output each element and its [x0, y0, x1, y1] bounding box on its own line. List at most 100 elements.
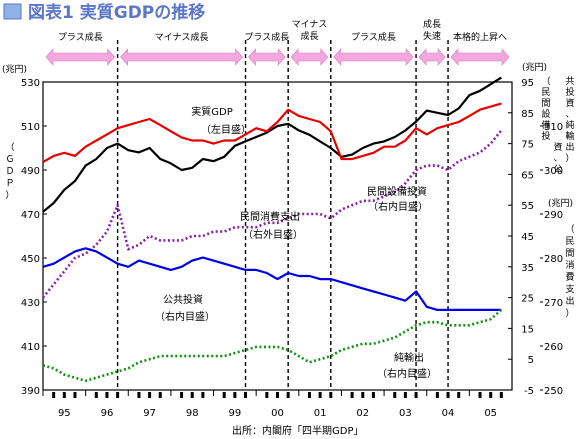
phase-arrow — [290, 48, 329, 66]
annotation-title: 純輸出 — [394, 351, 424, 364]
y-right-inner-label-char: 、 — [553, 154, 562, 164]
x-quarter-tick — [499, 392, 503, 398]
y-right-inner-tick-label: 5 — [528, 355, 534, 366]
x-tick-label: 05 — [484, 408, 497, 419]
y-right-inner-tick-label: 85 — [521, 109, 534, 120]
x-quarter-tick — [94, 392, 98, 398]
x-tick-label: 03 — [399, 408, 412, 419]
y-left-label: （ ＧＤＰ） — [5, 142, 14, 201]
y-right-inner-label-char: 投 — [565, 86, 574, 98]
y-right-outer-label-char: 民 — [565, 236, 574, 247]
chart-title-group: 図表1 実質GDPの推移 — [3, 2, 205, 23]
x-tick-label: 98 — [186, 408, 199, 419]
x-quarter-tick — [361, 392, 365, 398]
x-quarter-tick — [148, 392, 152, 398]
x-quarter-tick — [371, 392, 375, 398]
phase-arrow — [333, 48, 414, 66]
y-right-inner-label-char: 資 — [565, 97, 574, 109]
y-right-inner-unit: (兆円) — [522, 62, 547, 73]
source-note: 出所：内閣府「四半期GDP」 — [232, 424, 363, 437]
y-right-inner-tick-label: 55 — [521, 201, 534, 212]
x-quarter-tick — [478, 392, 482, 398]
series-line — [42, 76, 502, 213]
y-left-label-char: Ｇ — [5, 155, 14, 165]
x-quarter-tick — [457, 392, 461, 398]
phase-label: プラス成長 — [244, 31, 289, 43]
y-right-outer-label: （民間消費支出） — [565, 224, 574, 319]
y-right-inner-label-char: 間 — [541, 98, 550, 109]
y-left-label-char: Ｐ — [5, 179, 14, 189]
y-right-inner-tick-label: 45 — [521, 232, 534, 243]
y-right-outer-label-char: ） — [565, 308, 574, 319]
y-right-outer-tick-label: 300 — [544, 166, 563, 177]
phase-arrow — [45, 48, 116, 66]
x-quarter-tick — [158, 392, 162, 398]
x-quarter-tick — [435, 392, 439, 398]
y-right-inner-label-char: 資 — [553, 141, 562, 153]
y-right-inner-label-char: ） — [565, 153, 574, 164]
y-right-inner-tick-label: 75 — [521, 140, 534, 151]
y-left-label-char: Ｄ — [5, 167, 14, 177]
y-right-outer-tick-label: 280 — [544, 254, 563, 265]
x-tick-label: 02 — [356, 408, 369, 419]
y-left-tick-label: 490 — [21, 166, 40, 177]
annotations: 実質GDP （左目盛） 民間消費支出 （右外目盛） 民間設備投資 （右内目盛） 公共投資 （右… — [155, 105, 437, 380]
x-quarter-tick — [265, 392, 269, 398]
y-right-inner-label-char: 出 — [565, 141, 574, 153]
phase-label: 本格的上昇へ — [453, 31, 507, 43]
x-quarter-tick — [116, 392, 120, 398]
annotation-axis: （右内目盛） — [377, 367, 437, 380]
y-right-outer-label-char: 間 — [565, 248, 574, 259]
phase-arrow — [248, 48, 286, 66]
x-quarter-tick — [276, 392, 279, 398]
x-quarter-tick — [105, 392, 109, 398]
y-right-outer-tick-label: 290 — [544, 210, 563, 221]
x-quarter-tick — [222, 392, 226, 398]
phase-label: 成長 — [300, 30, 318, 42]
y-right-inner-label-char: （ — [541, 76, 550, 87]
y-right-outer-label-char: （ — [565, 224, 574, 235]
x-quarter-tick — [52, 392, 56, 398]
phase-arrow — [120, 48, 243, 66]
y-right-inner-label-char: 輸 — [565, 130, 574, 142]
y-right-inner-label-char: 純 — [565, 119, 574, 131]
y-right-inner-label: （民間設備投資、公共投資、純輸出） — [541, 76, 574, 175]
y-right-outer-label-char: 消 — [565, 259, 574, 271]
annotation-axis: （右内目盛） — [155, 310, 215, 323]
chart-title: 図表1 実質GDPの推移 — [28, 2, 205, 23]
x-quarter-tick — [403, 392, 407, 398]
phase-arrow — [418, 48, 446, 66]
x-tick-label: 99 — [228, 408, 241, 419]
series-line — [42, 102, 502, 164]
y-right-inner-tick-label: -5 — [524, 386, 534, 397]
y-left-tick-label: 390 — [21, 386, 40, 397]
x-quarter-tick — [137, 392, 141, 398]
x-quarter-tick — [244, 392, 248, 398]
y-left-tick-label: 410 — [21, 342, 40, 353]
series-line — [42, 247, 502, 311]
title-icon — [3, 3, 22, 20]
y-right-inner-label-char: 備 — [541, 119, 550, 131]
y-left-tick-label: 450 — [21, 254, 40, 265]
series-layer — [41, 76, 503, 383]
annotation-axis: （左目盛） — [201, 123, 251, 136]
y-left-label-char: （ — [5, 142, 14, 153]
x-tick-label: 95 — [58, 408, 71, 419]
y-right-inner-tick-label: 15 — [521, 324, 534, 335]
y-right-outer-label-char: 支 — [565, 283, 574, 295]
phase-label: プラス成長 — [351, 31, 396, 43]
y-right-inner-label-char: 投 — [541, 130, 550, 142]
x-tick-label: 04 — [442, 408, 455, 419]
y-right-outer-tick-label: 270 — [544, 298, 563, 309]
phase-label: マイナス成長 — [155, 31, 209, 43]
x-quarter-tick — [446, 392, 450, 398]
phase-label: マイナス — [292, 19, 328, 30]
series-line — [42, 308, 503, 383]
x-quarter-tick — [201, 392, 205, 398]
plot-area: 390410430450470490510530(兆円)（ＧＤＰ）-551525… — [2, 40, 575, 419]
annotation-title: 民間設備投資 — [367, 185, 427, 198]
x-tick-label: 96 — [101, 408, 114, 419]
y-left-tick-label: 470 — [21, 210, 40, 221]
